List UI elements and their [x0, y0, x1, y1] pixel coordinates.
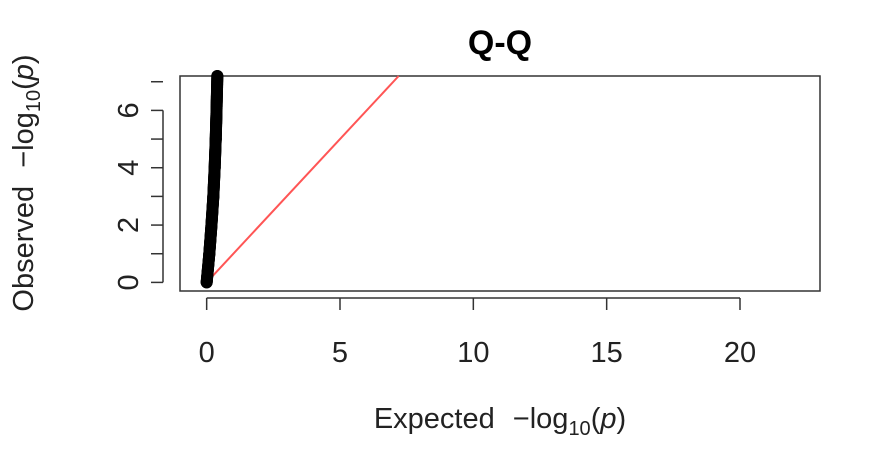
x-axis-label-paren-close: )	[617, 403, 627, 435]
observed-point	[207, 190, 220, 203]
x-tick-label: 0	[199, 337, 215, 369]
y-axis-label-paren-close: )	[8, 54, 40, 64]
observed-point	[205, 219, 218, 232]
y-tick-label: 4	[113, 160, 145, 176]
y-axis-label-prefix: Observed	[8, 186, 40, 312]
y-tick-label: 0	[113, 274, 145, 290]
x-tick-label: 20	[724, 337, 756, 369]
observed-point	[209, 133, 222, 146]
y-axis-label-paren-open: (	[8, 80, 40, 90]
chart-title-text: Q-Q	[468, 24, 532, 62]
x-tick-label: 5	[332, 337, 348, 369]
y-axis-label: Observed −log10(p)	[8, 54, 45, 311]
y-axis-label-subscript: 10	[23, 90, 45, 112]
x-axis-label-prefix: Expected	[374, 403, 495, 435]
observed-point	[210, 104, 223, 117]
reference-line-group	[205, 75, 400, 284]
observed-point	[208, 161, 221, 174]
y-axis-label-spacer	[8, 168, 40, 176]
plot-frame	[179, 75, 821, 292]
y-axis-label-formula: −log	[8, 112, 40, 168]
observed-series	[200, 70, 224, 289]
x-axis-label-paren-open: (	[591, 403, 601, 435]
x-tick-label: 15	[591, 337, 623, 369]
y-tick-label: 6	[113, 102, 145, 118]
x-axis-label-subscript: 10	[568, 418, 590, 440]
observed-point	[203, 247, 216, 260]
reference-line	[205, 75, 400, 284]
x-axis: 0 5 10 15 20	[199, 297, 756, 369]
x-axis-label-var: p	[599, 403, 616, 435]
chart-title: Q-Q	[468, 24, 532, 62]
x-axis-label-spacer	[505, 403, 513, 435]
y-axis-label-var: p	[8, 64, 40, 81]
x-axis-label: Expected −log10(p)	[374, 403, 626, 440]
y-tick-label: 2	[113, 217, 145, 233]
x-tick-label: 10	[457, 337, 489, 369]
observed-point	[211, 70, 224, 82]
x-axis-label-formula: −log	[513, 403, 569, 435]
observed-point	[200, 276, 213, 289]
y-axis: 0 2 4 6	[113, 80, 164, 290]
